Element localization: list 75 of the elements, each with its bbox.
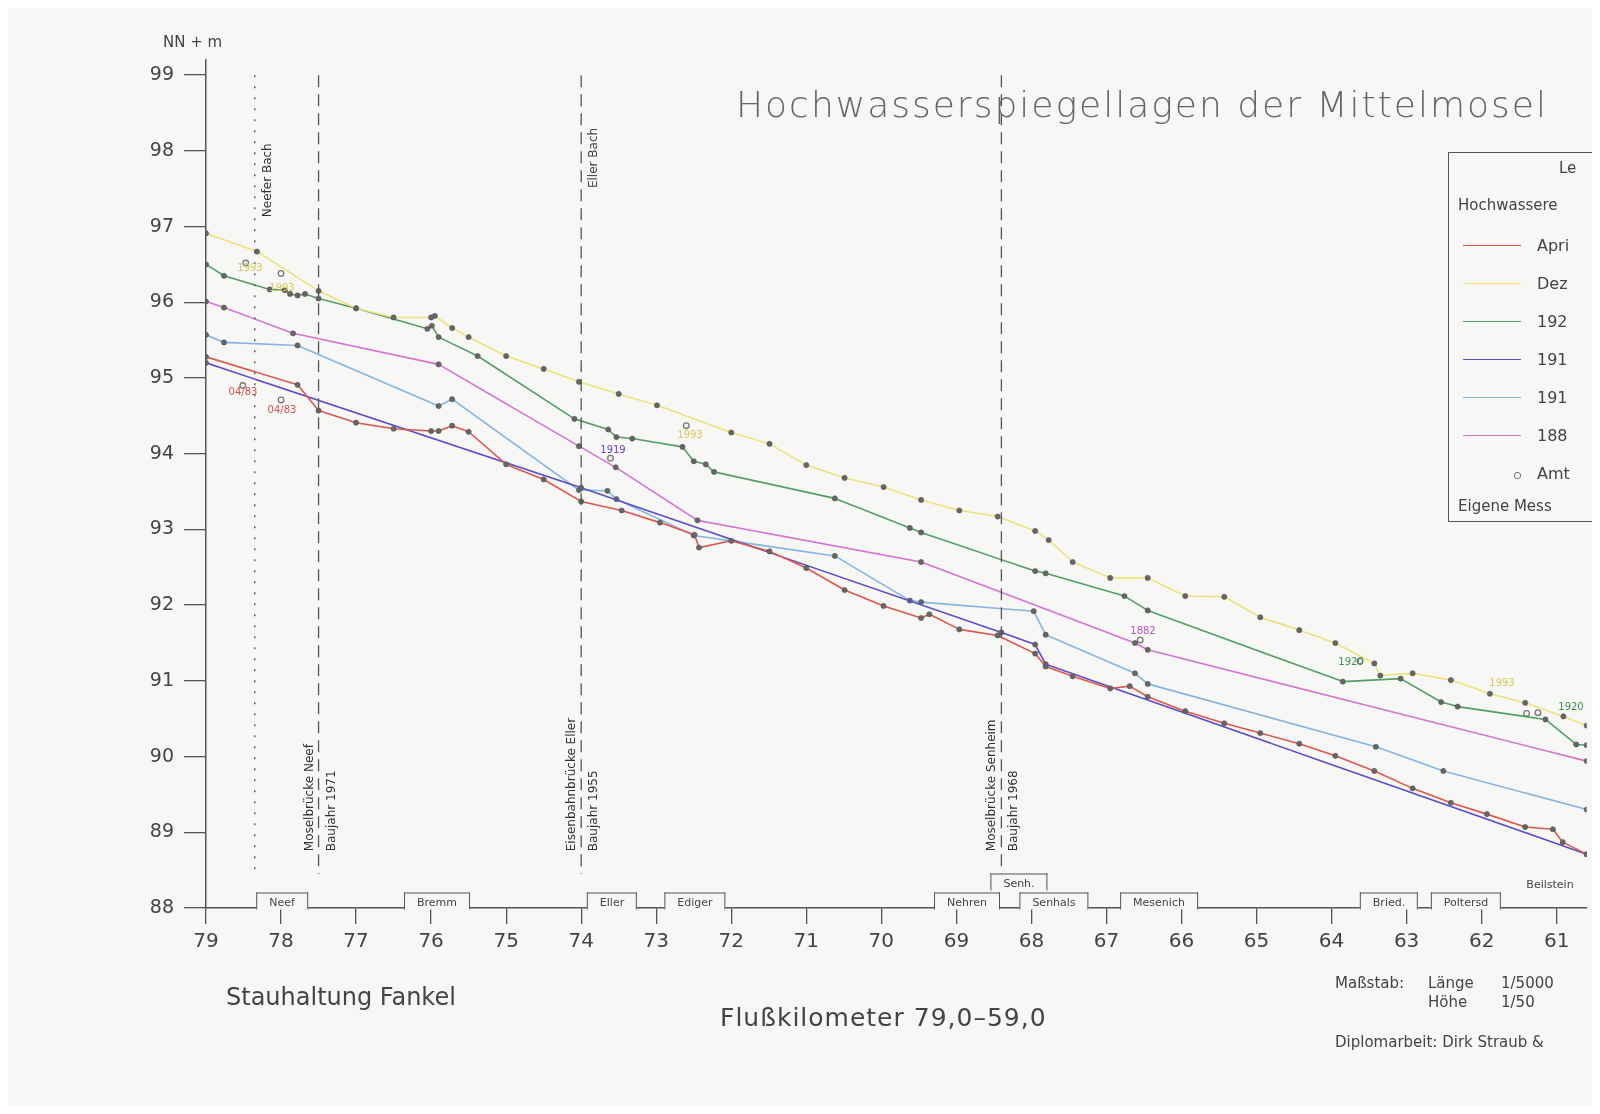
x-tick-label: 70 (868, 928, 895, 953)
legend-label: 191 (1537, 349, 1568, 369)
annotation: Hochwassere (1458, 196, 1558, 214)
legend-title: Le (1559, 159, 1577, 177)
x-tick-label: 79 (193, 928, 219, 953)
ref-line-label: Eisenbahnbrücke Eller Baujahr 1955 (564, 717, 601, 852)
x-tick-label: 78 (268, 928, 294, 953)
annotation: Eigene Mess (1458, 497, 1552, 515)
y-tick-label: 97 (149, 213, 174, 236)
x-tick-label: 63 (1393, 928, 1420, 953)
text: Höhe (1428, 993, 1468, 1011)
annotation: Eller Bach (586, 127, 600, 189)
annotation: Ediger (664, 892, 726, 910)
annotation: Senh. (990, 873, 1048, 891)
text: 1/5000 (1501, 974, 1554, 992)
x-tick-label: 75 (493, 928, 519, 953)
x-tick-label: 67 (1093, 928, 1120, 953)
y-tick-label: 98 (149, 137, 174, 160)
annotation: Beilstein (1526, 877, 1574, 891)
x-tick-label: 68 (1018, 928, 1045, 953)
x-tick-label: 77 (343, 928, 369, 953)
annotation: 1920 (1558, 700, 1584, 712)
y-tick-label: 91 (149, 667, 174, 690)
text: Maßstab: (1335, 974, 1405, 992)
x-tick-label: 73 (643, 928, 669, 953)
annotation: 1993 (677, 428, 703, 440)
legend-label: 191 (1537, 387, 1568, 407)
annotation: Eller (586, 892, 638, 910)
text: Hochwasserspiegellagen der Mittelmosel (736, 84, 1548, 125)
y-tick-label: 95 (149, 364, 174, 387)
annotation: Bremm (403, 892, 471, 910)
y-tick-label: 99 (149, 62, 174, 85)
text: Stauhaltung Fankel (226, 983, 456, 1011)
x-tick-label: 72 (718, 928, 744, 953)
x-tick-label: 64 (1318, 928, 1345, 953)
ref-line-label: Moselbrücke Senheim Baujahr 1968 (984, 719, 1021, 852)
annotation: 1993 (237, 261, 263, 273)
annotation: Mesenich (1120, 892, 1198, 910)
legend-label: Amt (1537, 463, 1570, 483)
legend-label: Apri (1537, 235, 1570, 255)
text: 1/50 (1501, 993, 1535, 1011)
x-tick-label: 71 (793, 928, 820, 953)
x-tick-label: 66 (1168, 928, 1195, 953)
y-axis-title: NN + m (163, 33, 223, 51)
y-tick-label: 94 (149, 440, 174, 463)
x-axis-title: Flußkilometer 79,0–59,0 (720, 1003, 1047, 1032)
y-tick-label: 88 (149, 894, 174, 917)
annotation: 04/83 (228, 385, 258, 397)
ref-line-label: Moselbrücke Neef Baujahr 1971 (301, 743, 338, 852)
x-tick-label: 61 (1543, 928, 1570, 953)
y-tick-label: 92 (149, 592, 174, 615)
legend-label: Dez (1537, 273, 1568, 293)
annotation: 1882 (1130, 624, 1156, 636)
legend-label: 188 (1537, 425, 1568, 445)
x-tick-label: 62 (1468, 928, 1495, 953)
annotation: Poltersd (1430, 892, 1502, 910)
y-tick-label: 96 (149, 289, 174, 312)
annotation: Nehren (934, 892, 1000, 910)
x-tick-label: 65 (1243, 928, 1270, 953)
annotation: Senhals (1019, 892, 1089, 910)
ref-line-label: Neefer Bach (259, 143, 274, 218)
x-tick-label: 69 (943, 928, 970, 953)
legend-label: 192 (1537, 311, 1568, 331)
annotation: 04/83 (267, 403, 297, 415)
annotation: 1919 (600, 443, 626, 455)
text: Diplomarbeit: Dirk Straub & (1335, 1033, 1544, 1051)
annotation: 1993 (1489, 676, 1515, 688)
y-tick-label: 89 (149, 819, 174, 842)
x-tick-label: 76 (418, 928, 444, 953)
text: Länge (1428, 974, 1474, 992)
x-tick-label: 74 (568, 928, 594, 953)
y-tick-label: 93 (149, 516, 174, 539)
y-tick-label: 90 (149, 743, 174, 766)
annotation: Neef (256, 892, 308, 910)
annotation: Bried. (1359, 892, 1419, 910)
